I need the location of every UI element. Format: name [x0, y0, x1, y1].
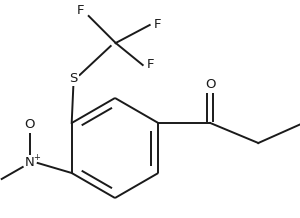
- Text: +: +: [33, 153, 40, 162]
- Text: N: N: [25, 157, 34, 170]
- Text: F: F: [77, 5, 84, 17]
- Text: O: O: [205, 78, 216, 92]
- Text: F: F: [154, 19, 161, 31]
- Text: S: S: [70, 72, 78, 85]
- Text: O: O: [24, 119, 35, 131]
- Text: F: F: [147, 58, 154, 72]
